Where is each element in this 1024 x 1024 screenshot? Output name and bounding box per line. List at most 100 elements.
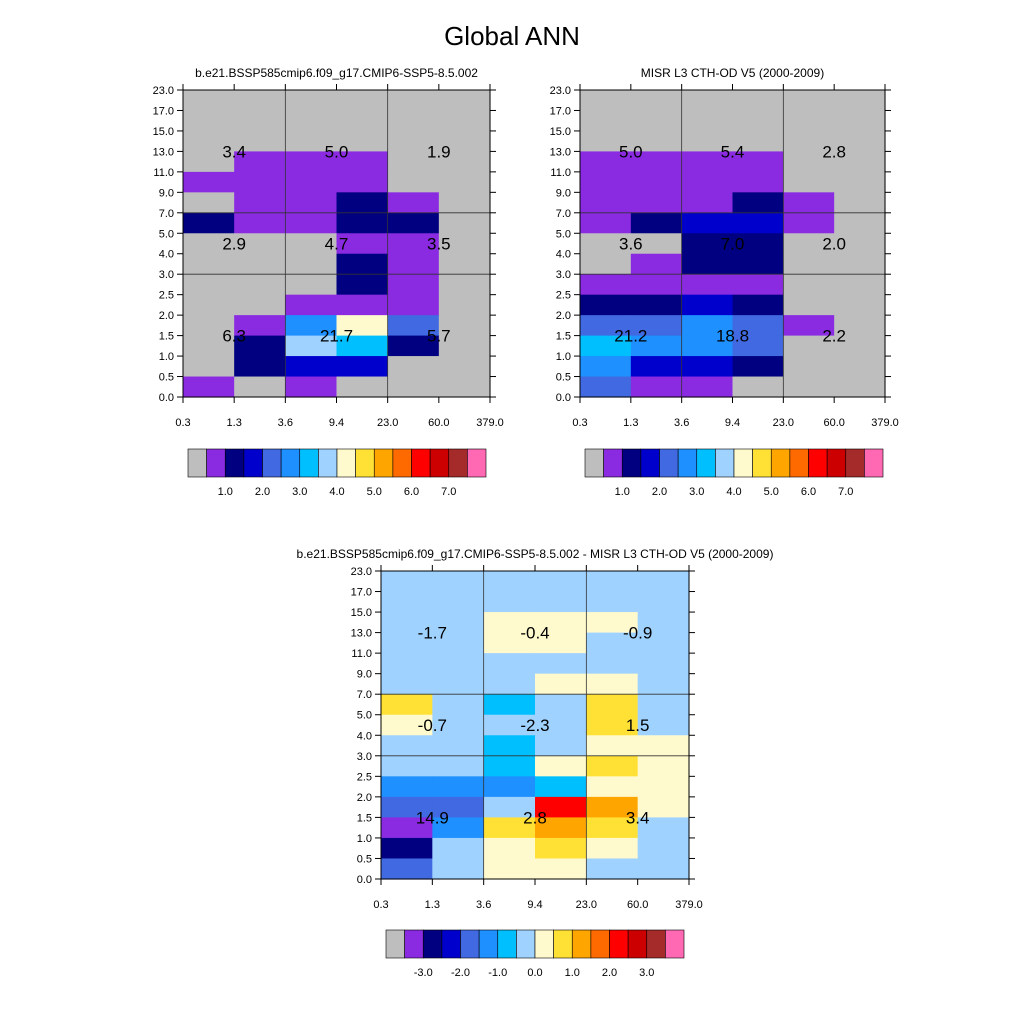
panel-2-cell [834, 110, 886, 132]
figure-title: Global ANN [444, 21, 580, 51]
panel-1-cell [285, 90, 338, 112]
panel-3-cell [637, 591, 690, 613]
panel-3-y-tick-label: 17.0 [351, 587, 372, 599]
panel-2-region-label: 7.0 [721, 235, 745, 254]
panel-3-cell [483, 694, 536, 716]
panel-1-cell [387, 110, 440, 132]
panel-3-cell [586, 714, 639, 736]
panel-2-cell [783, 110, 835, 132]
panel-3-cell [586, 694, 639, 716]
panel-3-colorbar-swatch [422, 929, 443, 959]
panel-1-cell [438, 212, 491, 234]
panel-2-cell [732, 192, 784, 214]
panel-2-cell [834, 376, 886, 398]
panel-2-cell [630, 274, 683, 296]
panel-3-cell [586, 673, 639, 695]
panel-2-cell [681, 274, 734, 296]
panel-1-cell [234, 171, 286, 193]
panel-2-cell [630, 90, 683, 112]
panel-3-cell [637, 612, 690, 634]
panel-3-cell [637, 735, 690, 757]
panel-3-cell [586, 591, 639, 613]
panel-2-cell [783, 274, 835, 296]
panel-3-cell [586, 776, 639, 798]
panel-3-region-label: -0.7 [418, 716, 447, 735]
panel-1-cell [387, 233, 440, 255]
panel-2-cell [834, 335, 886, 357]
panel-3-region-label: 1.5 [626, 716, 650, 735]
panel-1-cell [285, 212, 338, 234]
panel-1-colorbar-swatch [299, 448, 319, 478]
panel-3-cell [432, 714, 485, 736]
panel-2-cell [834, 356, 886, 378]
panel-3-cell [432, 673, 485, 695]
panel-1-cell [336, 90, 389, 112]
panel-1-cell [234, 274, 286, 296]
panel-3-colorbar-swatch [385, 929, 405, 959]
panel-2-cell [580, 233, 632, 255]
panel-1-y-tick-label: 4.0 [159, 249, 174, 261]
panel-2-colorbar-label: 6.0 [801, 486, 816, 498]
panel-1-colorbar-swatch [373, 448, 394, 478]
panel-1-x-tick-label: 9.4 [329, 417, 344, 429]
panel-1-cell [438, 253, 491, 275]
panel-3-cell [483, 776, 536, 798]
panel-2-colorbar-swatch [826, 448, 847, 478]
panel-2-cell [580, 253, 632, 275]
panel-3-cell [432, 735, 485, 757]
panel-2-cell [681, 130, 734, 152]
panel-2-colorbar-swatch [603, 448, 623, 478]
panel-2-cell [681, 90, 734, 112]
panel-3-cell [483, 837, 536, 860]
panel-1-cell [183, 151, 235, 173]
panel-3-cell [535, 776, 587, 798]
panel-2-y-tick-label: 15.0 [550, 126, 571, 138]
panel-1-cell [234, 151, 286, 173]
panel-2-cell [580, 274, 632, 296]
panel-2-cell [732, 212, 784, 234]
panel-3-y-tick-label: 15.0 [351, 607, 372, 619]
panel-2-y-tick-label: 0.0 [556, 392, 571, 404]
chart-panel-1: b.e21.BSSP585cmip6.f09_g17.CMIP6-SSP5-8.… [153, 66, 504, 498]
panel-2-cell [580, 90, 632, 112]
panel-3-colorbar-swatch [627, 929, 648, 959]
panel-2-cell [630, 376, 683, 398]
panel-3-cell [535, 858, 587, 880]
panel-1-y-tick-label: 13.0 [153, 146, 174, 158]
panel-3-cell [381, 571, 433, 593]
panel-3-cell [432, 796, 485, 818]
panel-3-cell [483, 755, 536, 777]
panel-1-colorbar-swatch [224, 448, 245, 478]
panel-3-cell [535, 612, 587, 634]
panel-1-cell [234, 335, 286, 357]
panel-3-cell [381, 776, 433, 798]
panel-1-colorbar-swatch [467, 448, 487, 478]
panel-3-colorbar-label: 2.0 [602, 967, 617, 979]
panel-1-cell [336, 192, 389, 214]
panel-1-cell [387, 90, 440, 112]
panel-1-cell [183, 376, 235, 398]
panel-1-y-tick-label: 23.0 [153, 85, 174, 97]
panel-3-cell [637, 858, 690, 880]
panel-1-cell [285, 110, 338, 132]
panel-3-y-tick-label: 1.0 [357, 833, 372, 845]
panel-1-cell [438, 315, 491, 337]
panel-2-cell [732, 90, 784, 112]
panel-3-cell [637, 694, 690, 716]
chart-panel-2: MISR L3 CTH-OD V5 (2000-2009) 0.0 0.5 1.0 1.… [550, 66, 899, 498]
panel-2-cell [732, 233, 784, 255]
panel-2-cell [681, 151, 734, 173]
panel-2-cell [783, 90, 835, 112]
panel-2-cell [783, 212, 835, 234]
panel-3-cell [535, 653, 587, 675]
panel-2-cell [630, 130, 683, 152]
panel-2-cell [834, 274, 886, 296]
panel-2-cell [630, 192, 683, 214]
panel-3-cell [535, 673, 587, 695]
panel-1-colorbar-label: 1.0 [218, 486, 233, 498]
panel-2-y-tick-label: 23.0 [550, 85, 571, 97]
panel-1-x-tick-label: 60.0 [428, 417, 449, 429]
panel-3-cell [483, 632, 536, 654]
panel-2-cell [580, 130, 632, 152]
